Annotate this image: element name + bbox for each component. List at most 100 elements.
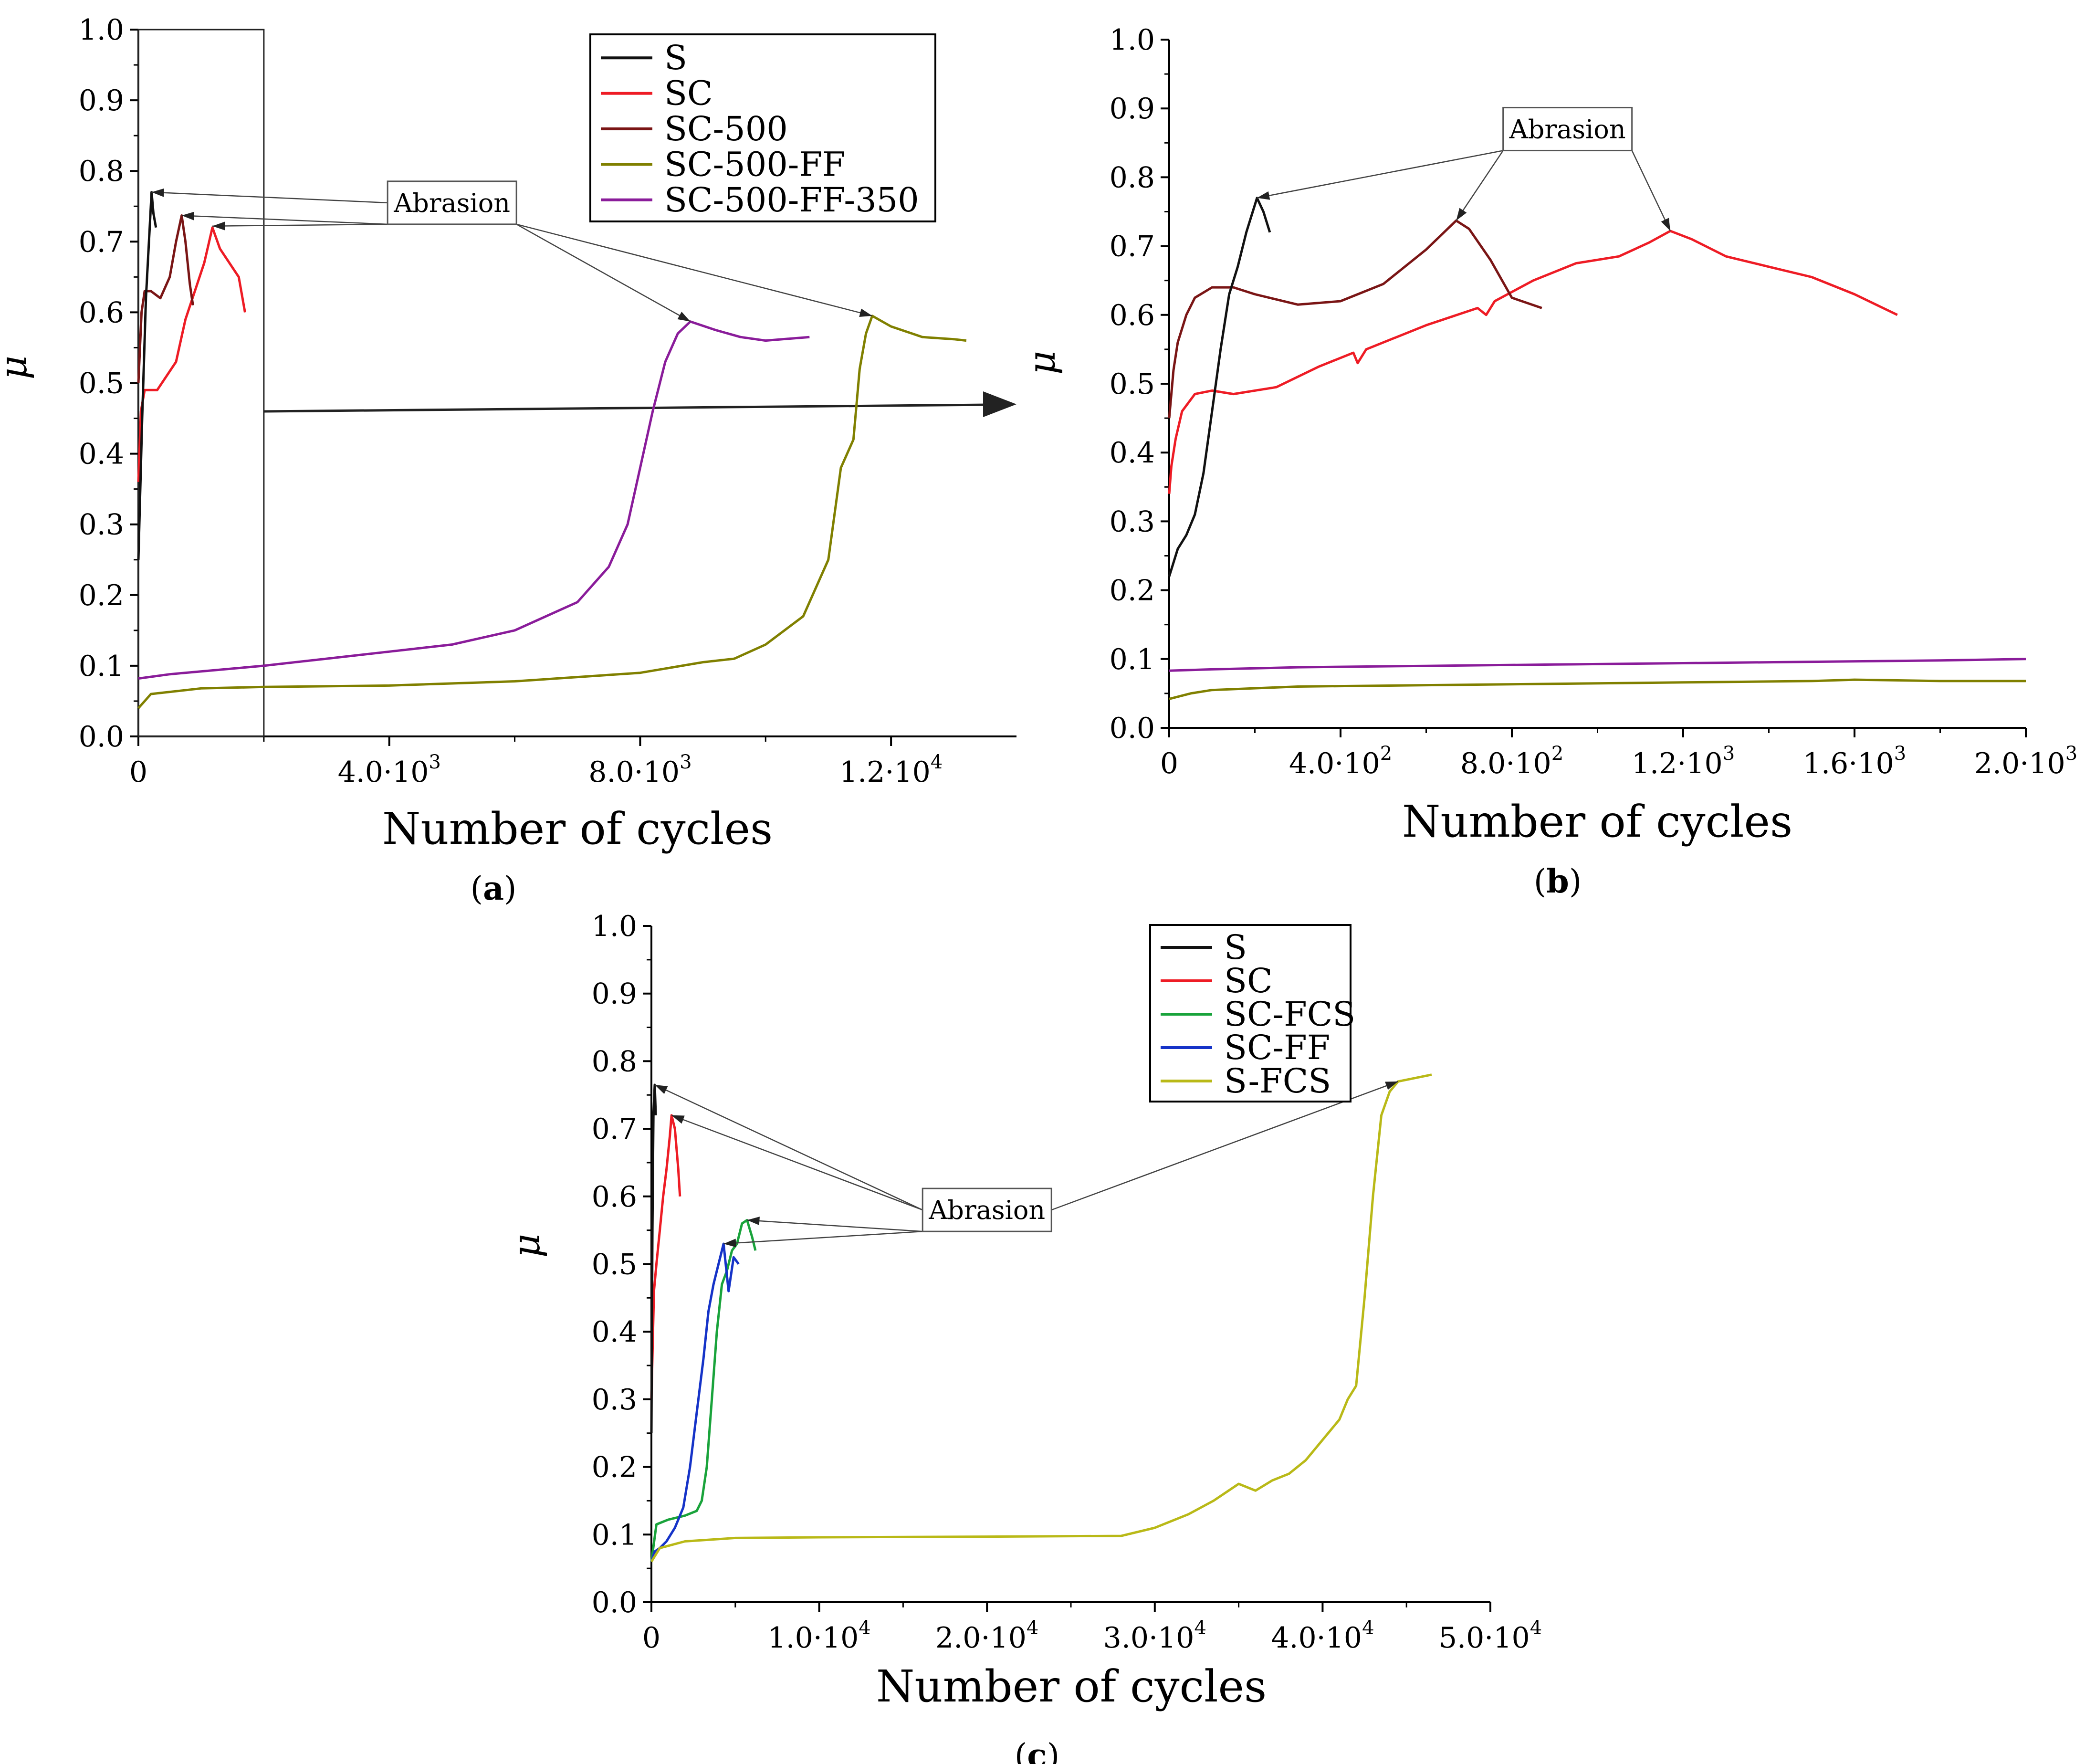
- legend-label: SC-500-FF: [664, 145, 846, 184]
- x-tick-label: 1.6·103: [1803, 743, 1906, 780]
- y-tick-label: 0.6: [592, 1180, 637, 1214]
- annotation-label: Abrasion: [928, 1195, 1045, 1225]
- y-axis-title: μ: [1021, 351, 1064, 375]
- annotation-arrow: [1631, 150, 1671, 231]
- y-tick-label: 0.9: [592, 977, 637, 1011]
- series-line-s: [137, 191, 157, 560]
- x-tick-label: 4.0·104: [1271, 1617, 1374, 1655]
- x-tick-label: 2.0·104: [935, 1617, 1038, 1655]
- series-line-sc: [1168, 230, 1898, 494]
- y-tick-label: 0.1: [592, 1518, 637, 1552]
- annotation-arrowhead: [677, 312, 691, 322]
- annotation-box: [1502, 106, 1633, 151]
- annotation-arrow: [1257, 150, 1503, 199]
- series-line-s: [650, 1083, 657, 1433]
- y-tick-label: 0.9: [1110, 92, 1155, 126]
- y-tick-label: 0.3: [79, 508, 124, 542]
- x-tick-label: 8.0·102: [1460, 743, 1563, 780]
- annotation-arrowhead: [1257, 191, 1270, 200]
- y-tick-label: 1.0: [1110, 23, 1155, 57]
- annotation-arrow: [1456, 150, 1504, 221]
- legend-label: S: [664, 38, 687, 77]
- series-line-sc-ff: [650, 1242, 740, 1562]
- panel-label: (c): [1015, 1737, 1059, 1764]
- x-tick-label: 4.0·102: [1289, 743, 1392, 780]
- y-tick-label: 0.3: [1110, 505, 1155, 538]
- annotation-arrowhead: [859, 308, 872, 317]
- series-line-sc-500: [1168, 219, 1542, 419]
- annotation-label: Abrasion: [393, 188, 510, 218]
- annotation-arrowhead: [723, 1239, 736, 1248]
- annotation-arrowhead: [1661, 218, 1671, 231]
- x-tick-label: 5.0·104: [1439, 1617, 1542, 1655]
- x-tick-label: 1.2·103: [1632, 743, 1735, 780]
- legend-label: SC: [1224, 961, 1273, 1000]
- x-tick-label: 4.0·103: [338, 751, 441, 789]
- x-tick-label: 3.0·104: [1103, 1617, 1206, 1655]
- x-tick-label: 8.0·103: [588, 751, 692, 789]
- y-tick-label: 0.8: [592, 1045, 637, 1078]
- series-line-s-fcs: [650, 1073, 1432, 1563]
- y-tick-label: 0.5: [1110, 368, 1155, 401]
- panel-c-chart: 0.0 0.1 0.2 0.3 0.4 0.5 0.6 0.7 0.8 0.9 1.0 0 1.0·10…: [505, 910, 1542, 1764]
- panel-label: (a): [470, 870, 516, 908]
- y-axis-title: μ: [505, 1234, 548, 1258]
- y-tick-label: 0.8: [79, 155, 124, 188]
- x-axis-title: Number of cycles: [876, 1661, 1267, 1712]
- annotation-arrowhead: [151, 188, 164, 197]
- x-tick-label: 0: [642, 1621, 660, 1655]
- y-tick-label: 0.6: [1110, 299, 1155, 332]
- y-tick-label: 0.1: [1110, 643, 1155, 676]
- y-tick-label: 0.0: [79, 720, 124, 754]
- legend-label: SC-FF: [1224, 1028, 1330, 1067]
- zoom-arrow-line: [263, 403, 988, 413]
- y-tick-label: 0.5: [79, 367, 124, 400]
- panel-label: (b): [1534, 862, 1582, 901]
- series-line-sc-500-ff-350: [138, 320, 810, 680]
- legend-label: S-FCS: [1224, 1061, 1331, 1101]
- annotation-arrow: [151, 191, 388, 204]
- annotation-arrowhead: [1456, 208, 1467, 221]
- legend-label: SC-FCS: [1224, 995, 1355, 1034]
- annotation-arrowhead: [181, 211, 195, 220]
- annotation-arrow: [1051, 1081, 1399, 1211]
- legend-label: S: [1224, 928, 1247, 967]
- series-line-sc-500-ff-350: [1169, 658, 2026, 672]
- series-line-sc-fcs: [650, 1218, 757, 1562]
- series-line-sc: [137, 226, 246, 482]
- y-tick-label: 0.7: [592, 1113, 637, 1146]
- y-tick-label: 0.8: [1110, 161, 1155, 194]
- x-tick-label: 0: [1160, 747, 1178, 780]
- x-axis-title: Number of cycles: [1402, 796, 1792, 847]
- annotation-arrow: [723, 1230, 923, 1245]
- zoom-arrow-head: [983, 391, 1016, 417]
- y-tick-label: 1.0: [79, 13, 124, 47]
- legend-label: SC-500-FF-350: [664, 180, 919, 220]
- y-tick-label: 1.0: [592, 910, 637, 943]
- x-axis-title: Number of cycles: [382, 803, 773, 854]
- y-tick-label: 0.3: [592, 1383, 637, 1417]
- y-tick-label: 0.1: [79, 650, 124, 683]
- y-tick-label: 0.0: [1110, 712, 1155, 745]
- annotation-arrowhead: [671, 1115, 685, 1124]
- y-tick-label: 0.9: [79, 84, 124, 117]
- series-line-sc-500-ff: [1169, 678, 2026, 700]
- y-tick-label: 0.4: [592, 1315, 637, 1349]
- annotation-arrow: [212, 223, 388, 227]
- x-tick-label: 0: [129, 756, 147, 789]
- annotation-arrow: [671, 1114, 923, 1211]
- x-tick-label: 2.0·103: [1974, 743, 2077, 780]
- y-tick-label: 0.4: [79, 438, 124, 471]
- series-line-s: [1168, 197, 1271, 577]
- y-tick-label: 0.2: [79, 579, 124, 612]
- annotation-box: [922, 1187, 1052, 1232]
- panel-b-chart: 0.0 0.1 0.2 0.3 0.4 0.5 0.6 0.7 0.8 0.9 1.0 0 4.0·10…: [1021, 23, 2077, 901]
- y-tick-label: 0.7: [1110, 230, 1155, 263]
- annotation-arrowhead: [212, 221, 225, 231]
- x-tick-label: 1.0·104: [767, 1617, 870, 1655]
- y-tick-label: 0.6: [79, 296, 124, 329]
- panel-a-chart: 0.0 0.1 0.2 0.3 0.4 0.5 0.6 0.7 0.8 0.9 1.0 0 4.0·10…: [0, 13, 1016, 908]
- annotation-arrow: [181, 215, 388, 225]
- y-axis-title: μ: [0, 356, 35, 380]
